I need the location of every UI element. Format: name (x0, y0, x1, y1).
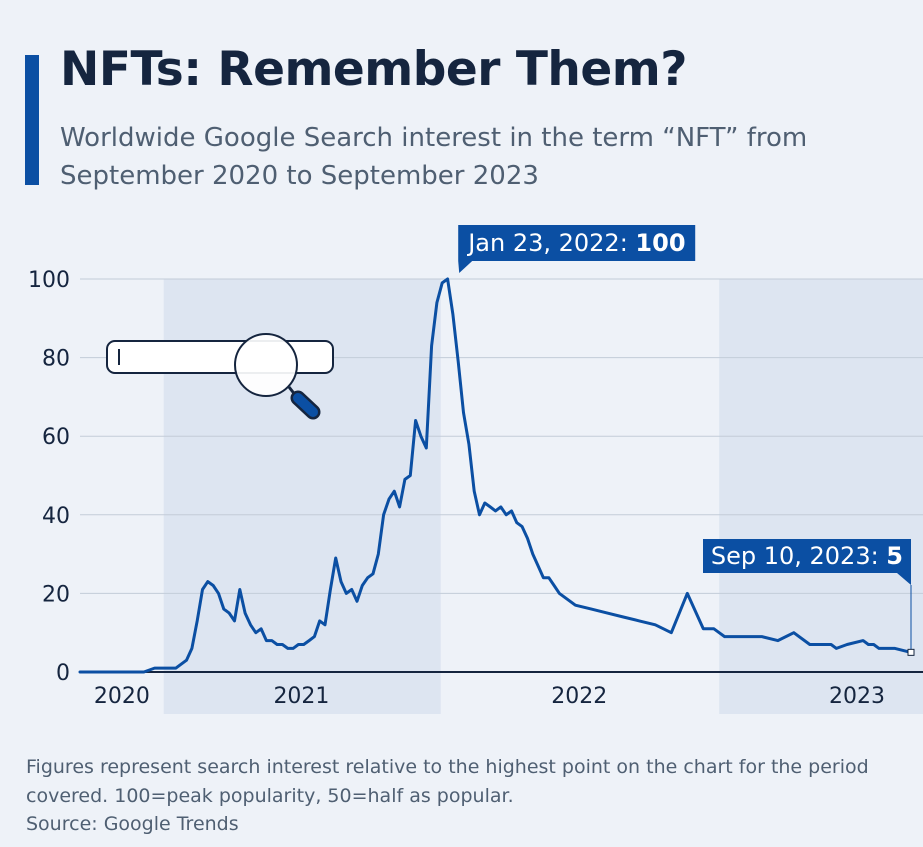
series-line (78, 277, 913, 674)
callout-latest: Sep 10, 2023: 5 (703, 539, 915, 656)
y-axis-tick-labels: 0 20 40 60 80 100 (28, 268, 70, 686)
y-tick-label: 100 (28, 268, 70, 293)
magnifier-icon (234, 333, 321, 420)
y-tick-label: 80 (42, 347, 70, 372)
footnote: Figures represent search interest relati… (26, 756, 869, 807)
x-tick-label: 2020 (94, 684, 150, 709)
chart-title: NFTs: Remember Them? (60, 42, 687, 97)
y-tick-label: 0 (56, 661, 70, 686)
y-tick-label: 40 (42, 504, 70, 529)
y-tick-label: 20 (42, 582, 70, 607)
source-note: Source: Google Trends (26, 813, 239, 835)
callout-label: Jan 23, 2022: 100 (466, 229, 685, 257)
title-accent-bar (25, 55, 39, 185)
year-band-2023 (719, 279, 923, 714)
callout-label: Sep 10, 2023: 5 (711, 542, 903, 570)
x-tick-label: 2021 (273, 684, 329, 709)
y-tick-label: 60 (42, 425, 70, 450)
search-illustration (106, 333, 334, 420)
x-tick-label: 2023 (829, 684, 885, 709)
x-tick-label: 2022 (551, 684, 607, 709)
line-chart: 0 20 40 60 80 100 2020 2021 2022 2023 Jan 23, 20… (28, 225, 923, 714)
x-axis-tick-labels: 2020 2021 2022 2023 (94, 684, 885, 709)
callouts: Jan 23, 2022: 100 Sep 10, 2023: 5 (458, 225, 915, 656)
search-bar-icon (106, 340, 334, 374)
callout-peak: Jan 23, 2022: 100 (458, 225, 696, 273)
chart-subtitle: Worldwide Google Search interest in the … (60, 123, 808, 191)
